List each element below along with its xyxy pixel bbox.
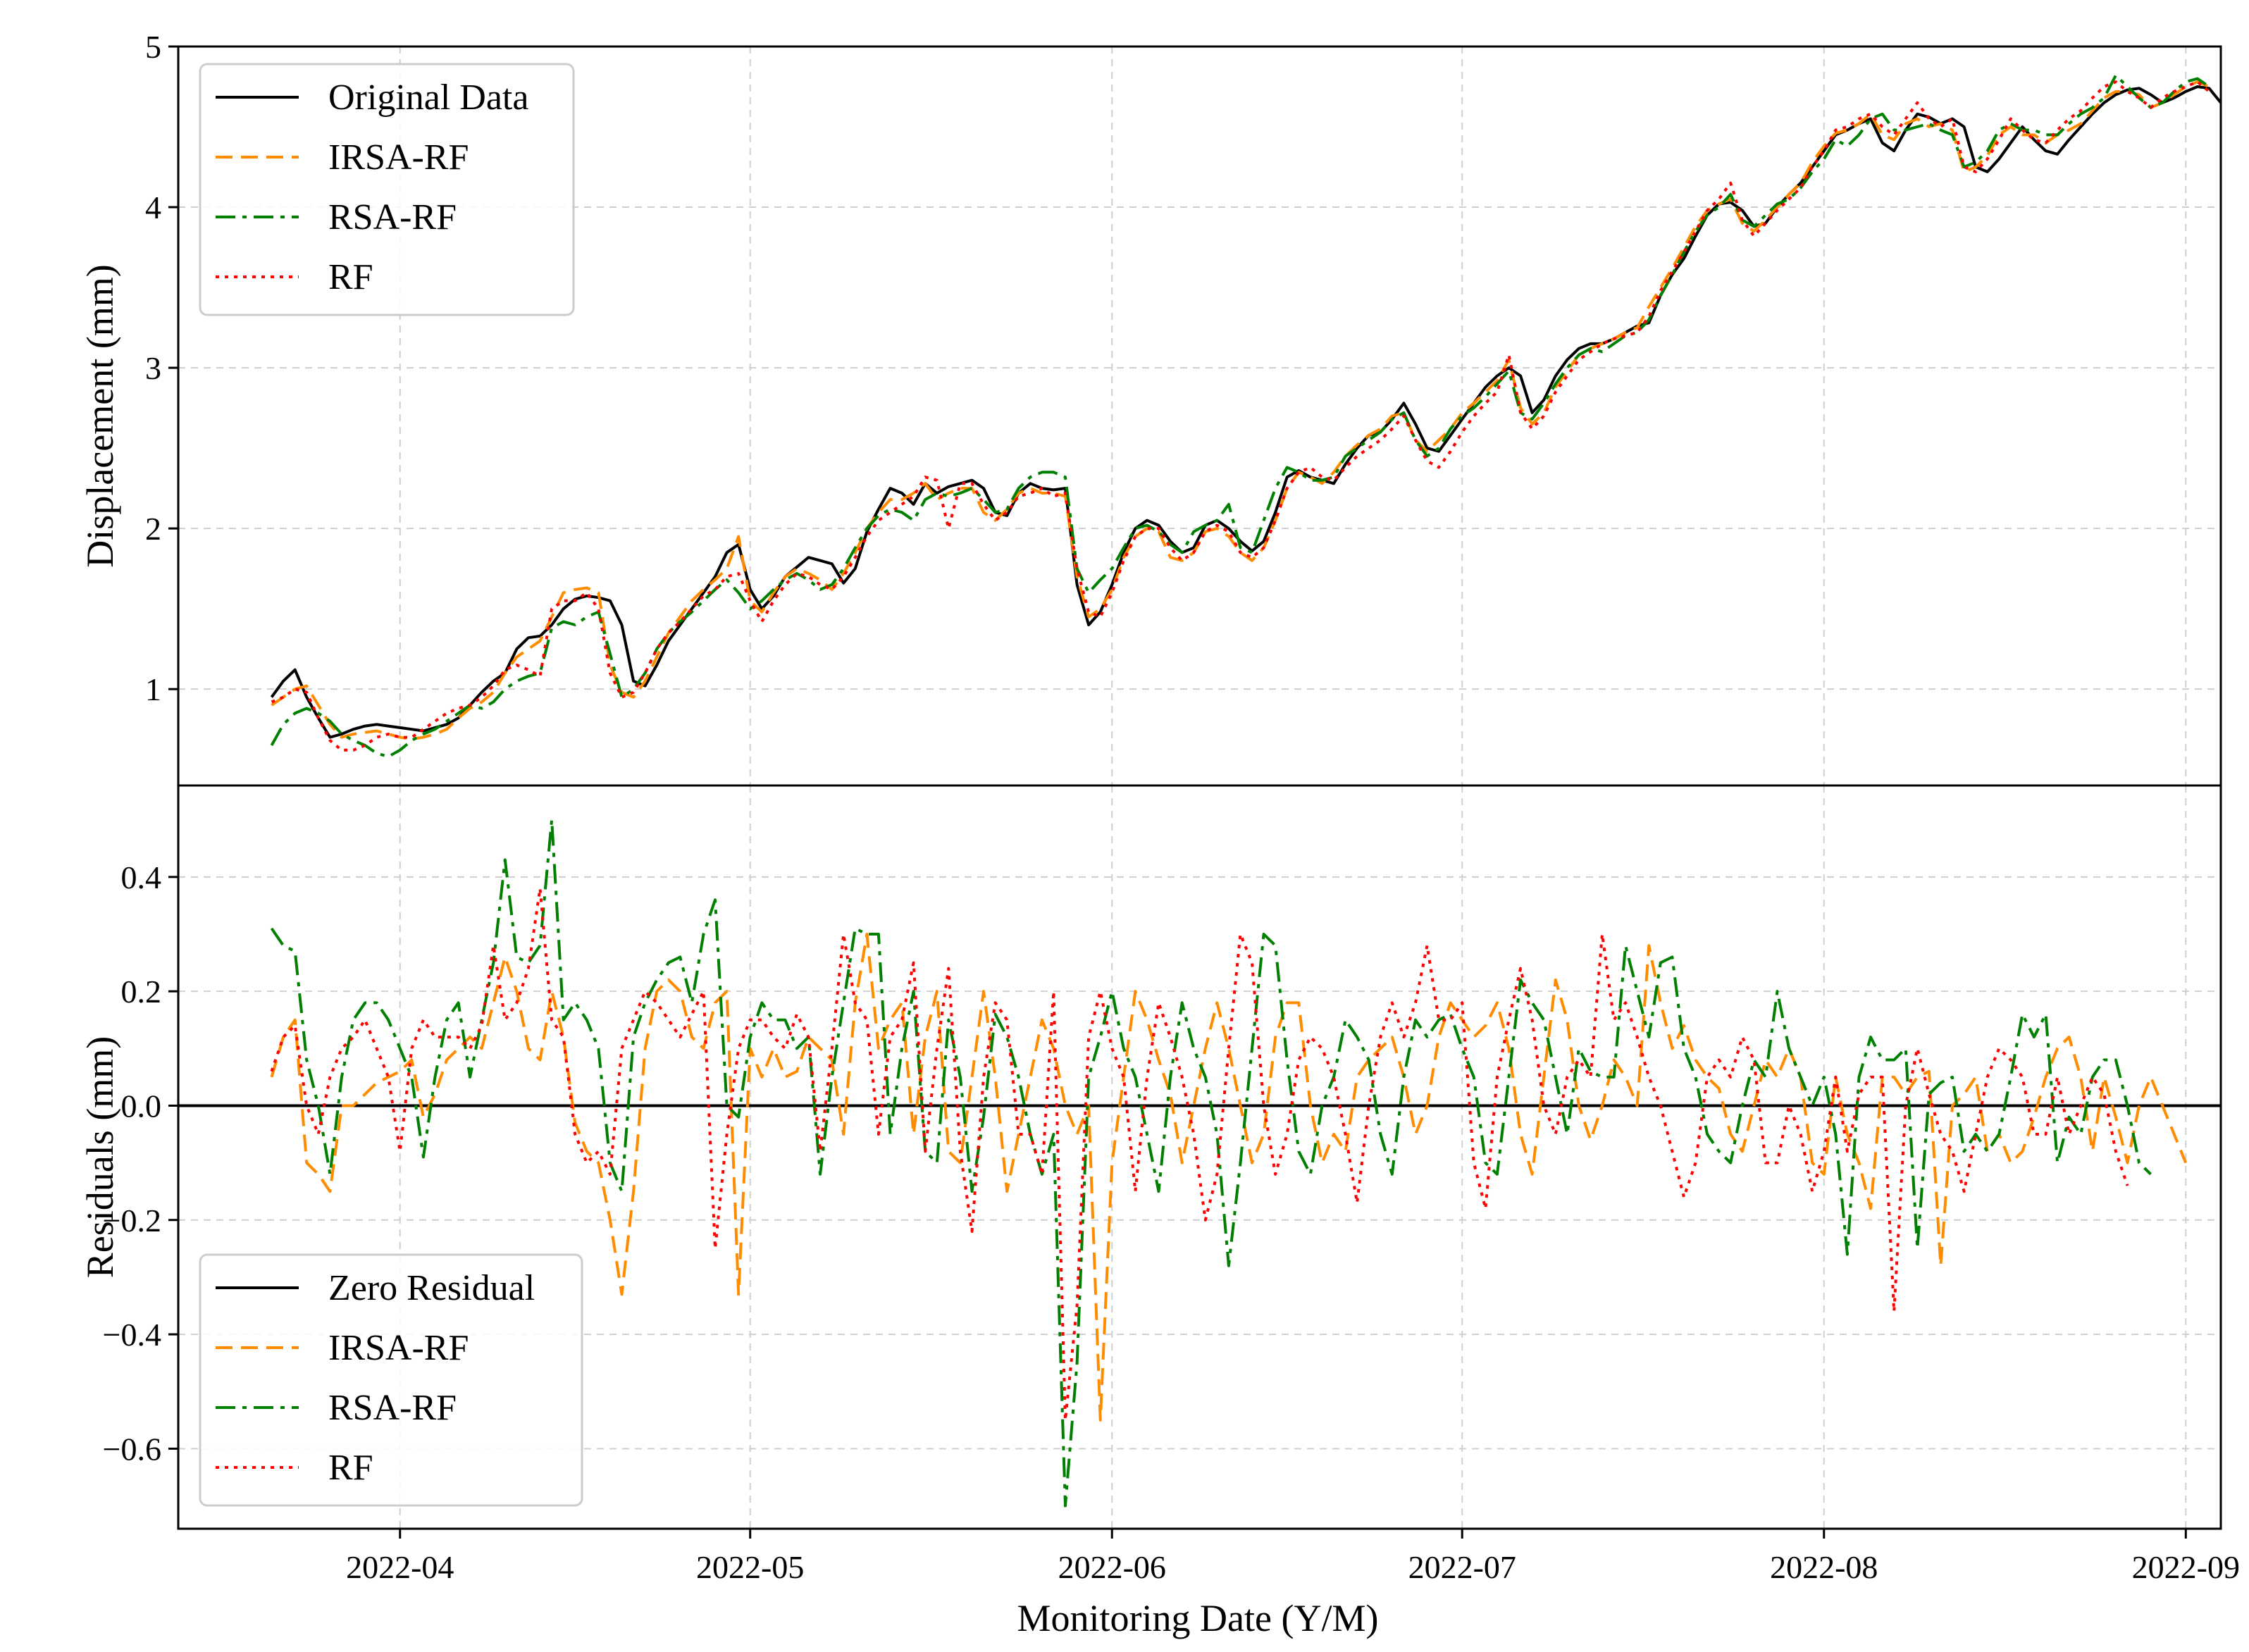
plot-area [270, 74, 2221, 758]
legend-label: IRSA-RF [328, 137, 469, 178]
y-tick-label: −0.2 [103, 1203, 161, 1238]
y-tick-label: 3 [145, 350, 161, 386]
y-tick-label: 2 [145, 511, 161, 547]
x-tick-label: 2022-06 [1058, 1549, 1166, 1585]
series-line-original-data [270, 85, 2221, 739]
legend-box [199, 1253, 583, 1507]
legend-label: RSA-RF [328, 1388, 457, 1428]
x-tick-label: 2022-07 [1408, 1549, 1516, 1585]
x-tick-label: 2022-08 [1770, 1549, 1878, 1585]
legend: Zero Residual IRSA-RF RSA-RF RF [199, 1253, 583, 1507]
series-line-irsa-rf [270, 933, 2188, 1422]
series-line-rf [270, 887, 2129, 1422]
plot-frame [177, 784, 2222, 1530]
series-line-rsa-rf [270, 818, 2152, 1508]
y-tick-label: 4 [145, 190, 161, 225]
legend-label: IRSA-RF [328, 1328, 469, 1368]
series-line-rsa-rf [270, 74, 2210, 758]
series-line-rf [271, 80, 2210, 752]
y-tick-label: −0.4 [103, 1317, 161, 1353]
legend-label: RF [328, 257, 373, 297]
x-tick-label: 2022-04 [346, 1549, 454, 1585]
y-tick-label: 0.0 [121, 1088, 162, 1124]
legend-label: RF [328, 1448, 373, 1488]
y-tick-label: 1 [145, 671, 161, 707]
legend-label: Zero Residual [328, 1268, 535, 1308]
x-axis: 2022-04 2022-05 2022-06 2022-07 2022-08 2022-… [346, 1529, 2240, 1585]
x-axis-label: Monitoring Date (Y/M) [1017, 1597, 1379, 1639]
y-tick-label: −0.6 [103, 1431, 161, 1467]
x-tick-label: 2022-09 [2132, 1549, 2240, 1585]
displacement-panel: 1 2 3 4 5 Displacement (mm) Original Data IRSA-… [79, 29, 2222, 787]
y-tick-label: 5 [145, 29, 161, 65]
x-tick-label: 2022-05 [696, 1549, 804, 1585]
plot-area [178, 818, 2221, 1508]
legend-label: RSA-RF [328, 197, 457, 237]
legend-box [199, 63, 575, 316]
legend-label: Original Data [328, 77, 528, 118]
legend: Original Data IRSA-RF RSA-RF RF [199, 63, 575, 316]
y-axis-label: Residuals (mm) [79, 1036, 121, 1278]
y-tick-label: 0.4 [121, 859, 162, 895]
y-tick-label: 0.2 [121, 974, 162, 1010]
residuals-panel: −0.6 −0.4 −0.2 0.0 0.2 0.4 Residuals (mm) Zero … [79, 784, 2222, 1530]
y-axis-label: Displacement (mm) [79, 264, 121, 567]
